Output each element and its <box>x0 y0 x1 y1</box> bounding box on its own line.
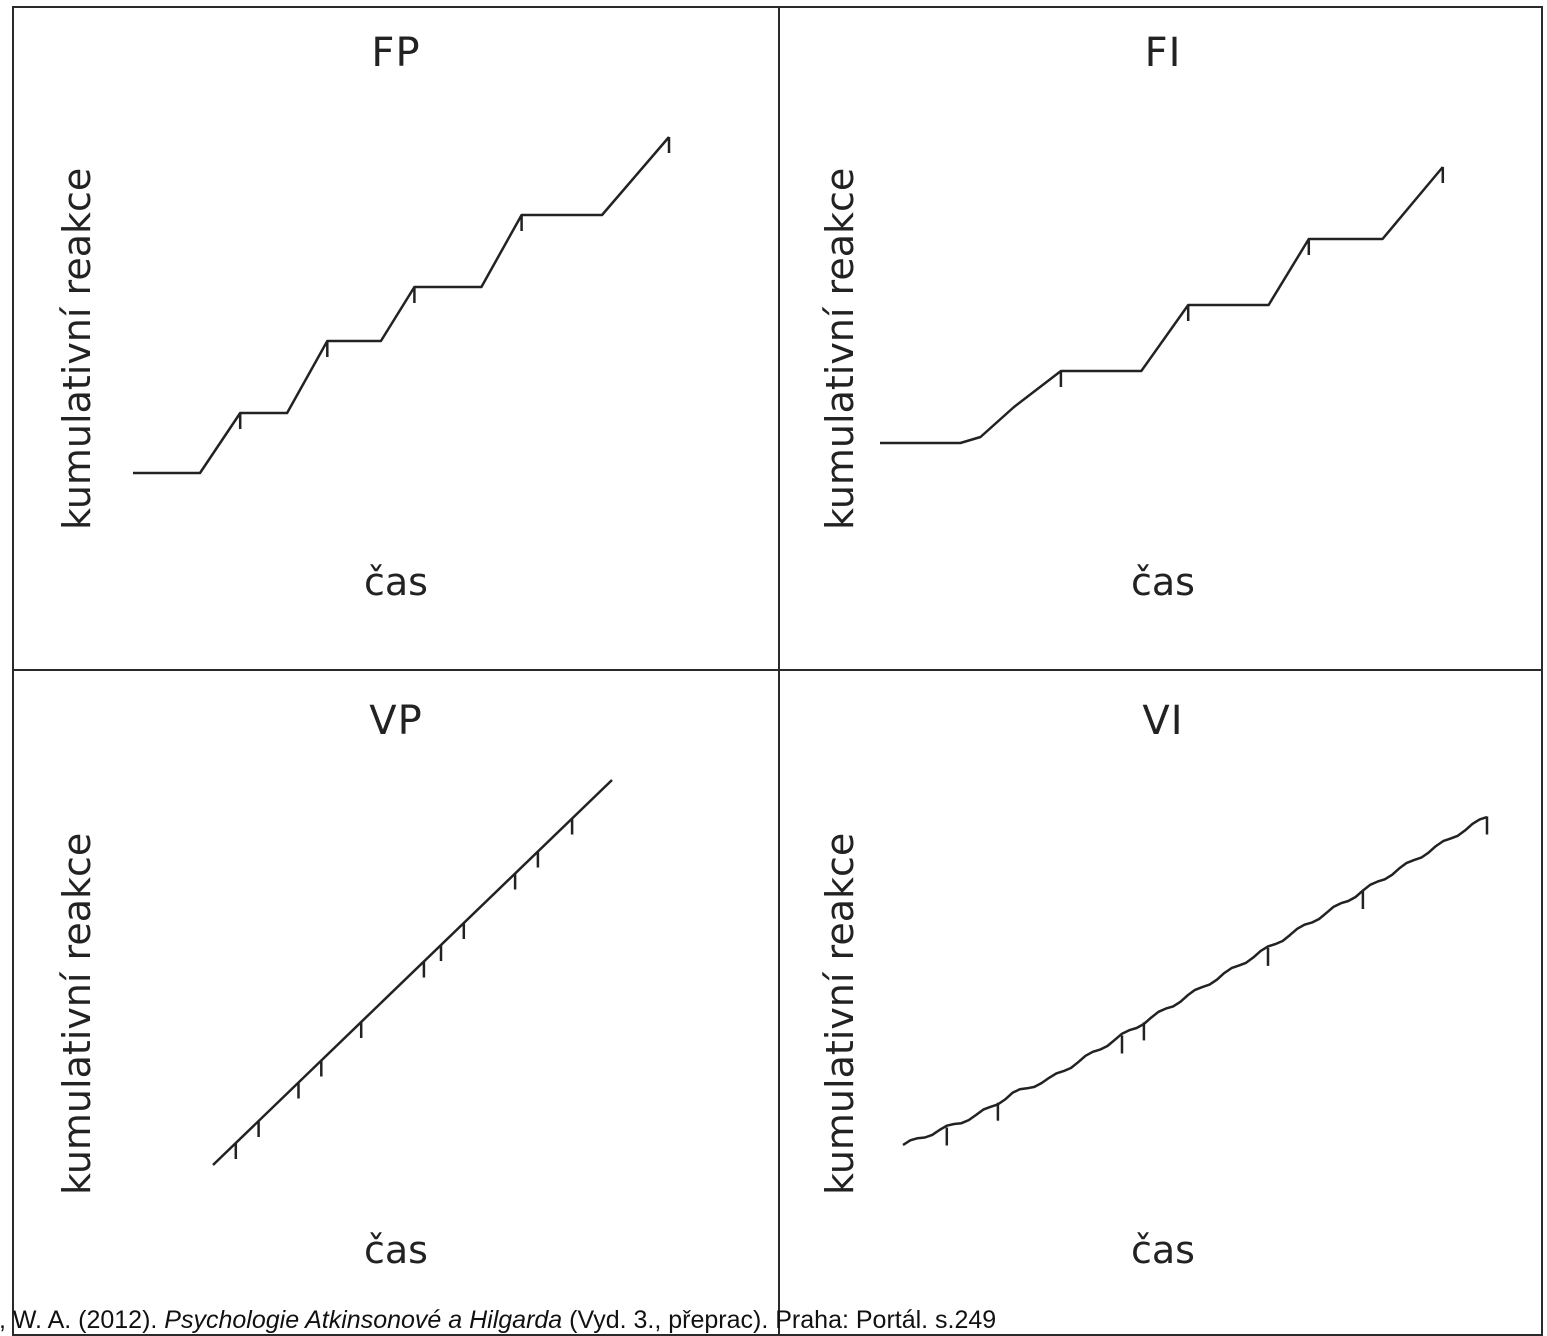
x-axis-label: čas <box>1131 1228 1195 1272</box>
caption-book-title: Psychologie Atkinsonové a Hilgarda <box>164 1306 563 1334</box>
x-axis-label: čas <box>1131 560 1195 604</box>
panel-title: VP <box>369 698 423 744</box>
vertical-divider <box>778 6 780 1336</box>
x-axis-label: čas <box>364 560 428 604</box>
panel-title: VI <box>1142 698 1184 744</box>
horizontal-divider <box>12 669 1543 671</box>
caption-suffix: (Vyd. 3., přeprac). Praha: Portál. s.249 <box>562 1306 997 1334</box>
x-axis-label: čas <box>364 1228 428 1272</box>
series-line <box>133 136 670 475</box>
caption-prefix: r, W. A. (2012). <box>0 1306 165 1334</box>
series-line <box>902 815 1488 1147</box>
series-line <box>212 779 613 1166</box>
panel-title: FI <box>1144 30 1182 76</box>
series-line <box>880 166 1444 445</box>
source-caption: r, W. A. (2012). Psychologie Atkinsonové… <box>0 1306 996 1335</box>
panel-title: FP <box>371 30 421 76</box>
